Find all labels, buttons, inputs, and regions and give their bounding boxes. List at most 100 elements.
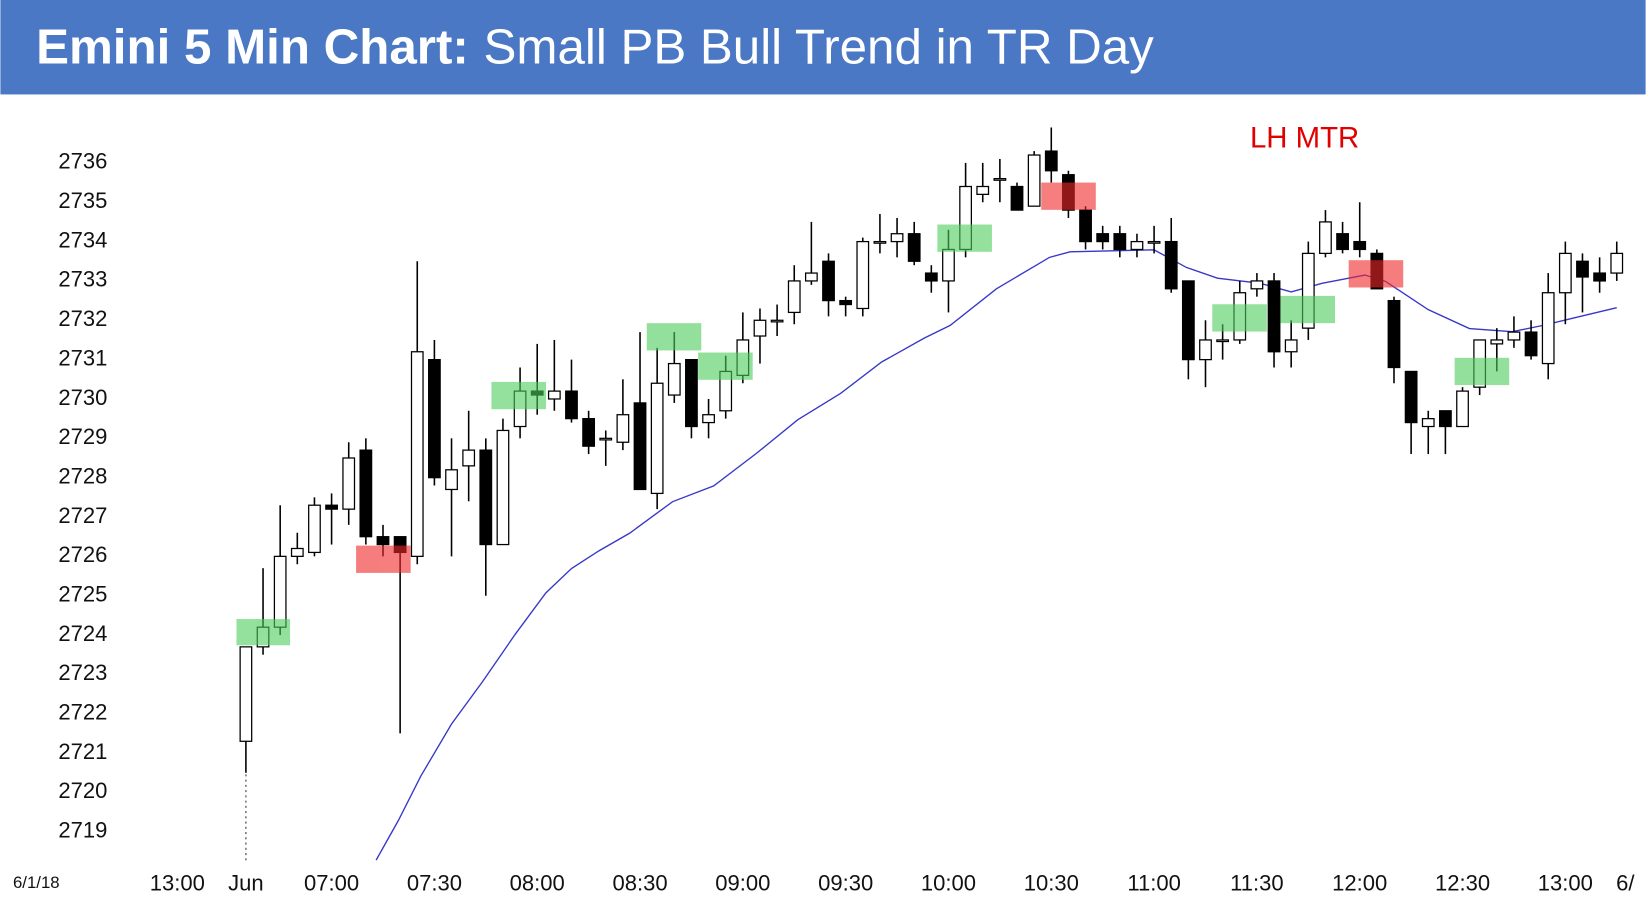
annotation: LH MTR (1250, 121, 1359, 154)
candle-body (1507, 331, 1521, 341)
x-tick-label: 10:30 (1024, 870, 1079, 895)
buy-box (1212, 304, 1267, 332)
date-label: 6/1/18 (13, 873, 60, 892)
buy-box (698, 352, 753, 380)
candle-body (1576, 260, 1589, 278)
candle-body (342, 457, 356, 510)
candle-body (1558, 252, 1572, 294)
candle-body (667, 362, 681, 396)
x-tick-label: 07:00 (304, 870, 359, 895)
candle-body (1336, 233, 1349, 251)
candle-body (924, 272, 938, 282)
candle-body (599, 437, 613, 441)
y-tick-label: 2726 (58, 542, 107, 567)
candle-body (942, 248, 955, 282)
candle-body (873, 240, 887, 244)
x-tick-label: 10:00 (921, 870, 976, 895)
candle-body (633, 402, 647, 491)
sell-box (1041, 182, 1096, 210)
y-tick-label: 2730 (58, 385, 107, 410)
buy-box (236, 619, 290, 646)
candle-body (1541, 292, 1555, 365)
candle-body (496, 429, 510, 546)
x-tick-label: 07:30 (407, 870, 462, 895)
y-tick-label: 2733 (58, 267, 107, 292)
candle-body (1181, 280, 1195, 361)
ema-line (375, 249, 1617, 861)
candle-body (1438, 410, 1452, 428)
candle-body (1027, 154, 1041, 207)
y-tick-label: 2736 (58, 149, 107, 174)
candles (239, 127, 1624, 861)
candle-body (804, 272, 818, 282)
candle-body (239, 646, 253, 742)
buy-box (646, 323, 702, 351)
candle-body (376, 536, 390, 546)
y-tick-label: 2732 (58, 306, 107, 331)
candle-body (839, 299, 853, 306)
candle-body (1319, 221, 1332, 255)
candle-body (976, 185, 990, 196)
sell-box (356, 545, 411, 573)
candle-body (890, 233, 904, 243)
x-tick-label: 12:00 (1332, 870, 1387, 895)
candle-body (1216, 339, 1230, 343)
candle-body (1113, 233, 1127, 251)
candle-body (308, 504, 321, 554)
y-tick-label: 2734 (58, 227, 107, 252)
candle-body (547, 390, 561, 400)
y-tick-label: 2727 (58, 503, 107, 528)
candle-body (1301, 252, 1315, 329)
sell-box (1348, 260, 1404, 288)
x-tick-label: 09:30 (818, 870, 873, 895)
x-tick-label: 6/ (1616, 870, 1635, 895)
candle-body (1267, 280, 1281, 353)
candle-body (1387, 299, 1401, 369)
x-tick-label: 11:00 (1127, 870, 1180, 895)
candle-body (1250, 280, 1264, 290)
candle-body (822, 260, 835, 302)
x-tick-label: Jun (228, 870, 264, 895)
candle-body (1130, 240, 1144, 251)
candle-body (856, 240, 870, 310)
candle-body (1079, 209, 1092, 243)
candle-body (1199, 339, 1212, 361)
y-tick-label: 2735 (58, 188, 107, 213)
x-tick-label: 13:00 (150, 870, 205, 895)
title: Emini 5 Min Chart: (36, 19, 469, 74)
buy-box (491, 381, 547, 410)
x-tick-label: 13:00 (1538, 870, 1593, 895)
candle-body (1044, 150, 1058, 172)
candle-body (702, 414, 715, 424)
y-tick-label: 2724 (58, 621, 107, 646)
candle-body (1096, 233, 1110, 243)
candle-body (685, 358, 698, 428)
chart-title: Emini 5 Min Chart: Small PB Bull Trend in… (36, 19, 1154, 74)
candle-body (359, 449, 373, 538)
candle-body (1353, 240, 1367, 251)
candle-body (410, 351, 424, 557)
candle-body (753, 319, 767, 337)
y-tick-label: 2721 (58, 739, 107, 764)
candle-body (427, 358, 441, 479)
candle-body (582, 418, 596, 447)
buy-box (937, 224, 992, 252)
x-tick-label: 08:00 (510, 870, 565, 895)
y-tick-label: 2729 (58, 424, 107, 449)
candle-body (1593, 272, 1607, 282)
candle-body (273, 555, 287, 628)
candle-body (1284, 339, 1298, 353)
candle-body (462, 449, 476, 467)
candle-body (1010, 185, 1024, 211)
candle-body (1490, 339, 1504, 345)
candle-body (770, 319, 784, 323)
y-tick-label: 2720 (58, 778, 107, 803)
y-tick-label: 2719 (58, 818, 107, 843)
candle-body (907, 233, 921, 262)
buy-box (1280, 295, 1336, 324)
candle-body (1456, 390, 1469, 428)
candle-body (1164, 240, 1178, 290)
candle-body (1404, 370, 1418, 424)
candle-body (616, 414, 630, 443)
